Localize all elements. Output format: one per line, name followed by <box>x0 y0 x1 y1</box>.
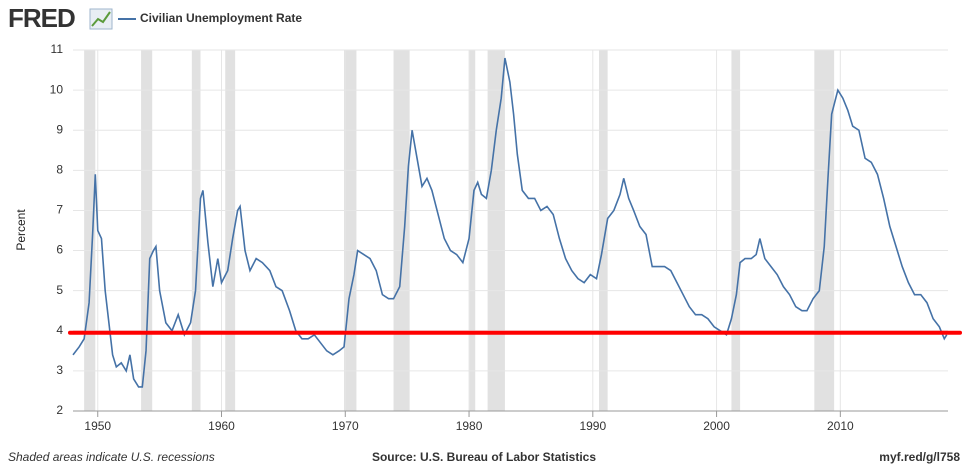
x-tick-label: 1960 <box>208 419 235 433</box>
y-tick-label: 6 <box>56 243 63 257</box>
logo-icon <box>89 8 113 30</box>
recession <box>598 50 608 411</box>
y-tick-label: 5 <box>56 283 63 297</box>
link: myf.red/g/l758 <box>879 450 960 464</box>
x-tick-label: 1990 <box>579 419 606 433</box>
logo: FRED <box>8 3 75 33</box>
x-tick-label: 1970 <box>332 419 359 433</box>
recession <box>344 50 357 411</box>
x-tick-label: 2000 <box>703 419 730 433</box>
note: Shaded areas indicate U.S. recessions <box>8 450 215 464</box>
recession <box>84 50 96 411</box>
recession <box>487 50 505 411</box>
series-line <box>72 57 948 388</box>
y-tick-label: 8 <box>56 163 63 177</box>
recession <box>469 50 476 411</box>
recession <box>393 50 410 411</box>
y-tick-label: 7 <box>56 203 63 217</box>
y-tick-label: 10 <box>50 82 64 96</box>
x-tick-label: 2010 <box>827 419 854 433</box>
recession <box>814 50 835 411</box>
y-tick-label: 11 <box>51 42 64 56</box>
recession <box>191 50 201 411</box>
y-tick-label: 2 <box>56 403 63 417</box>
legend-label: Civilian Unemployment Rate <box>140 11 302 25</box>
y-axis-label: Percent <box>14 209 28 251</box>
y-tick-label: 4 <box>56 323 63 337</box>
source: Source: U.S. Bureau of Labor Statistics <box>372 450 596 464</box>
plot-area <box>73 50 948 411</box>
recession <box>225 50 236 411</box>
x-tick-label: 1980 <box>456 419 483 433</box>
y-tick-label: 9 <box>56 122 63 136</box>
recession <box>731 50 741 411</box>
x-tick-label: 1950 <box>84 419 111 433</box>
y-tick-label: 3 <box>56 363 63 377</box>
recession <box>141 50 153 411</box>
